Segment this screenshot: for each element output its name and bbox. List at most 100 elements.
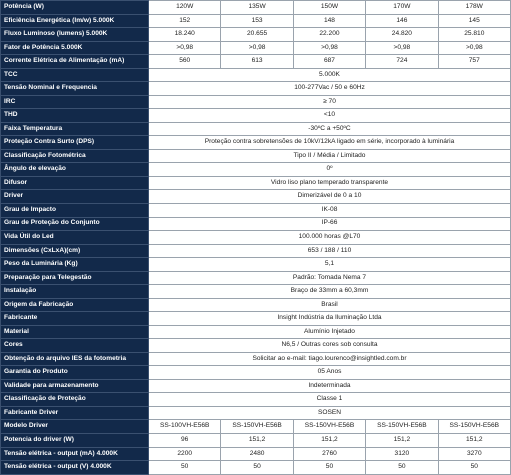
cell: Dimerizável de 0 a 10 xyxy=(148,189,511,204)
table-row: Faixa Temperatura -30ºC a +50ºC xyxy=(0,121,511,137)
row-label: Corrente Elétrica de Alimentação (mA) xyxy=(0,54,149,69)
cell: >0,98 xyxy=(365,40,439,56)
cell: Braço de 33mm a 60,3mm xyxy=(148,284,511,299)
cell: 20.655 xyxy=(220,27,294,42)
cell: 2200 xyxy=(147,446,222,462)
table-row: Classificação de Proteção Classe 1 xyxy=(0,392,511,407)
table-row: Validade para armazenamento Indeterminada xyxy=(0,378,511,394)
row-label: Peso da Luminária (Kg) xyxy=(0,257,149,272)
cell: 3270 xyxy=(437,446,511,462)
cell: 151,2 xyxy=(220,433,294,448)
cell: 757 xyxy=(437,54,511,69)
cell: 170W xyxy=(365,0,439,15)
row-label: IRC xyxy=(0,94,149,110)
row-label: Fabricante Driver xyxy=(0,405,149,421)
table-row: Fator de Potência 5.000K >0,98 >0,98 >0,98 >… xyxy=(0,40,511,56)
cell: <10 xyxy=(148,108,511,123)
cell: SOSEN xyxy=(148,405,511,421)
cell: SS-150VH-E56B xyxy=(292,419,367,434)
row-label: Vida Útil do Led xyxy=(0,230,149,245)
cell: 5,1 xyxy=(148,257,511,272)
cell: N6,5 / Outras cores sob consulta xyxy=(148,338,511,353)
cell: 3120 xyxy=(365,446,439,462)
row-label: Fluxo Luminoso (lumens) 5.000K xyxy=(0,27,149,42)
cell: 151,2 xyxy=(437,433,511,448)
row-label: Faixa Temperatura xyxy=(0,121,149,137)
row-label: Classificação Fotométrica xyxy=(0,148,149,164)
table-row: Material Alumínio Injetado xyxy=(0,324,511,340)
cell: 96 xyxy=(147,433,222,448)
table-row: Modelo Driver SS-100VH-E56B SS-150VH-E56B S… xyxy=(0,419,511,434)
table-row: Grau de Impacto IK-08 xyxy=(0,202,511,218)
cell: 5.000K xyxy=(148,67,511,83)
row-label: Potência (W) xyxy=(0,0,149,15)
cell: 50 xyxy=(437,460,511,475)
cell: Tipo II / Média / Limitado xyxy=(148,148,511,164)
cell: IK-08 xyxy=(148,202,511,218)
table-row: Fluxo Luminoso (lumens) 5.000K 18.240 20.6… xyxy=(0,27,511,42)
row-label: Grau de Proteção do Conjunto xyxy=(0,216,149,232)
table-row: Tensão elétrica - output (mA) 4.000K 2200… xyxy=(0,446,511,462)
cell: 0º xyxy=(148,162,511,177)
cell: 724 xyxy=(365,54,439,69)
cell: 50 xyxy=(147,460,222,475)
row-label: Preparação para Telegestão xyxy=(0,270,149,286)
cell: 50 xyxy=(365,460,439,475)
row-label: Tensão Nominal e Frequencia xyxy=(0,81,149,96)
row-label: Modelo Driver xyxy=(0,419,149,434)
cell: >0,98 xyxy=(292,40,367,56)
table-row: TCC 5.000K xyxy=(0,67,511,83)
row-label: Tensão elétrica - output (mA) 4.000K xyxy=(0,446,149,462)
cell: 24.820 xyxy=(365,27,439,42)
row-label: Proteção Contra Surto (DPS) xyxy=(0,135,149,150)
cell: 151,2 xyxy=(292,433,367,448)
row-label: Obtenção do arquivo IES da fotometria xyxy=(0,351,149,367)
cell: 135W xyxy=(220,0,294,15)
table-row: Ângulo de elevação 0º xyxy=(0,162,511,177)
cell: SS-150VH-E56B xyxy=(220,419,294,434)
table-row: THD <10 xyxy=(0,108,511,123)
cell: 148 xyxy=(292,13,367,29)
cell: SS-150VH-E56B xyxy=(365,419,439,434)
row-label: Validade para armazenamento xyxy=(0,378,149,394)
row-label: TCC xyxy=(0,67,149,83)
cell: 50 xyxy=(220,460,294,475)
table-row: Grau de Proteção do Conjunto IP-66 xyxy=(0,216,511,232)
cell: 100.000 horas @L70 xyxy=(148,230,511,245)
row-label: Difusor xyxy=(0,175,149,191)
row-label: Fator de Potência 5.000K xyxy=(0,40,149,56)
table-row: Cores N6,5 / Outras cores sob consulta xyxy=(0,338,511,353)
table-row: Dimensões (CxLxA)(cm) 653 / 188 / 110 xyxy=(0,243,511,259)
table-row: Fabricante Driver SOSEN xyxy=(0,405,511,421)
cell: >0,98 xyxy=(437,40,511,56)
cell: Solicitar ao e-mail: tiago.lourenco@insi… xyxy=(148,351,511,367)
cell: ≥ 70 xyxy=(148,94,511,110)
cell: 151,2 xyxy=(365,433,439,448)
table-row: Proteção Contra Surto (DPS) Proteção cont… xyxy=(0,135,511,150)
row-label: Ângulo de elevação xyxy=(0,162,149,177)
cell: Indeterminada xyxy=(148,378,511,394)
row-label: Tensão elétrica - output (V) 4.000K xyxy=(0,460,149,475)
row-label: Classificação de Proteção xyxy=(0,392,149,407)
table-row: Tensão Nominal e Frequencia 100-277Vac / … xyxy=(0,81,511,96)
cell: 100-277Vac / 50 e 60Hz xyxy=(148,81,511,96)
row-label: Cores xyxy=(0,338,149,353)
row-label: Potencia do driver (W) xyxy=(0,433,149,448)
table-row: Corrente Elétrica de Alimentação (mA) 560… xyxy=(0,54,511,69)
cell: Padrão: Tomada Nema 7 xyxy=(148,270,511,286)
table-row: IRC ≥ 70 xyxy=(0,94,511,110)
row-label: THD xyxy=(0,108,149,123)
table-row: Origem da Fabricação Brasil xyxy=(0,297,511,313)
cell: 687 xyxy=(292,54,367,69)
cell: Brasil xyxy=(148,297,511,313)
cell: 50 xyxy=(292,460,367,475)
cell: IP-66 xyxy=(148,216,511,232)
cell: 05 Anos xyxy=(148,365,511,380)
cell: >0,98 xyxy=(220,40,294,56)
cell: Classe 1 xyxy=(148,392,511,407)
cell: 18.240 xyxy=(147,27,222,42)
table-row: Vida Útil do Led 100.000 horas @L70 xyxy=(0,230,511,245)
